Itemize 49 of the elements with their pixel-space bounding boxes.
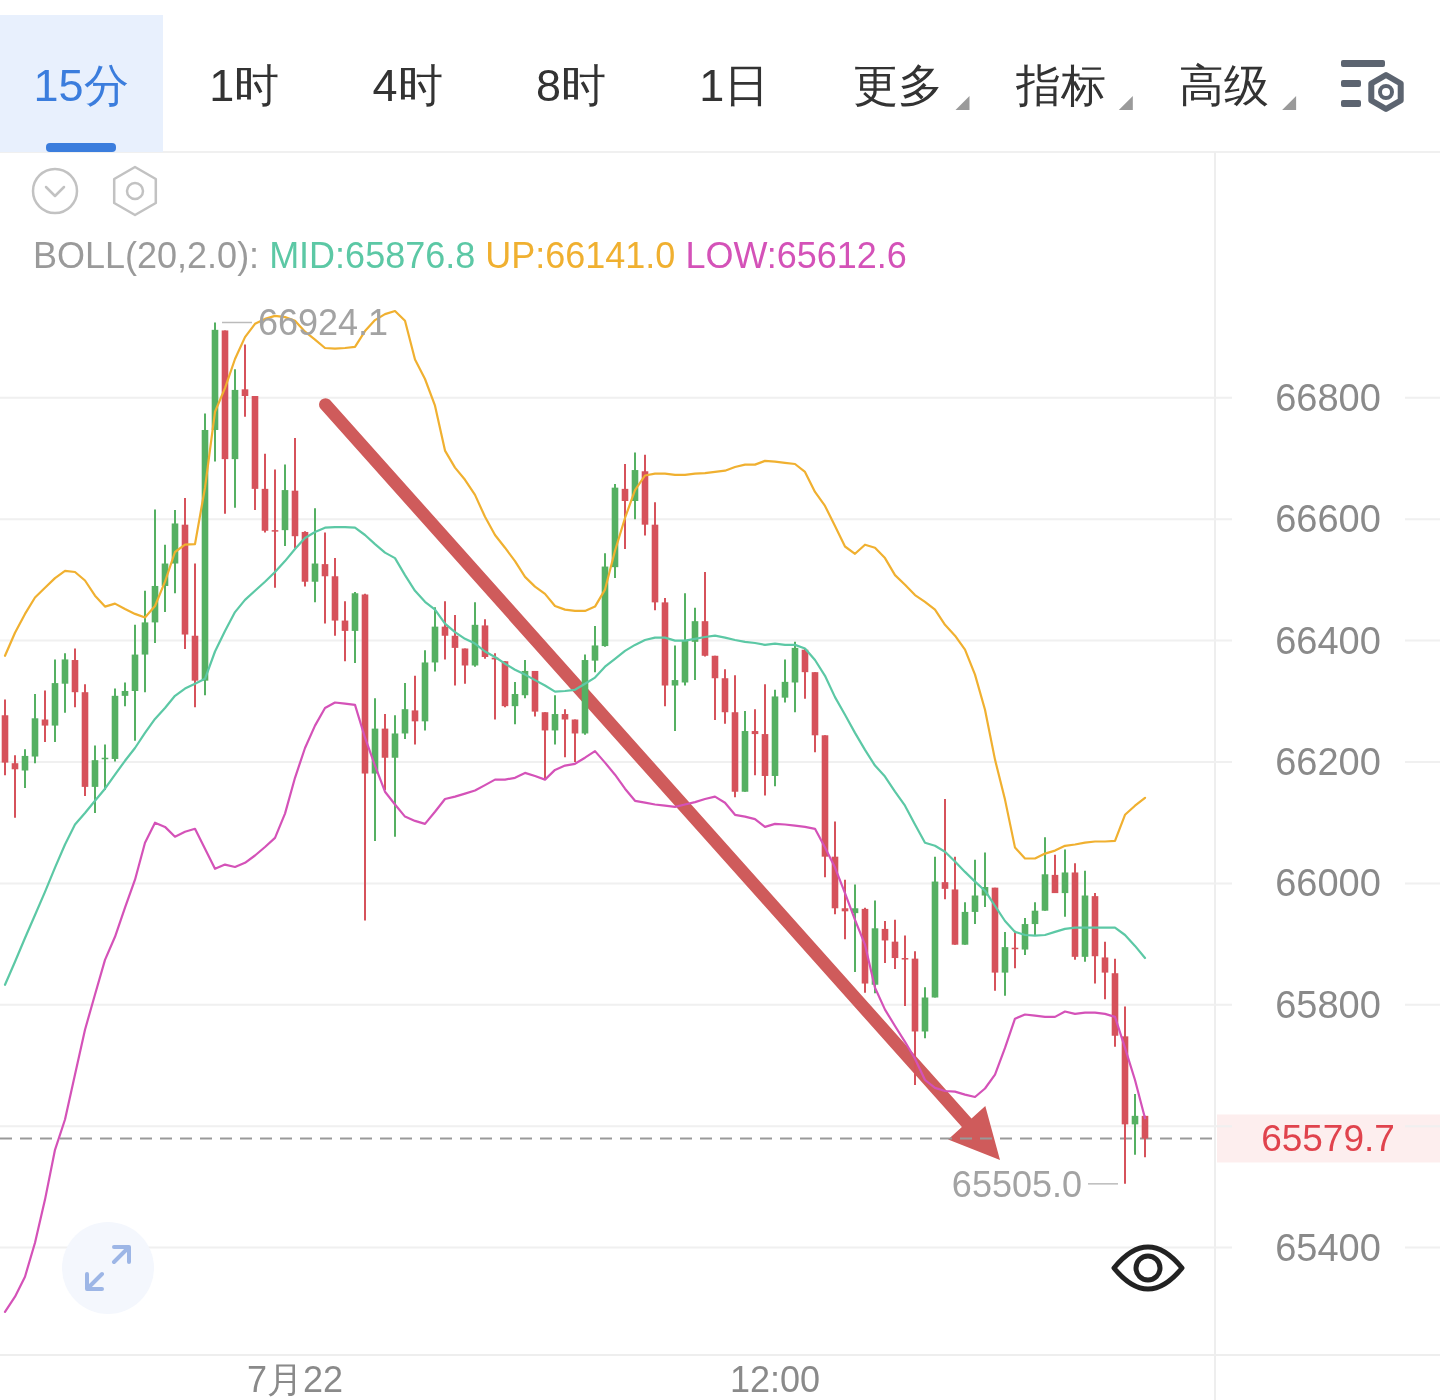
candlestick [451, 614, 459, 687]
y-tick-label: 66400 [1275, 619, 1381, 662]
y-tick-label: 66600 [1275, 498, 1381, 541]
candlestick [241, 343, 249, 418]
candlestick [751, 708, 759, 777]
text: 指标 [1014, 60, 1106, 111]
price-tag: 65579.7 [1217, 1114, 1440, 1163]
candlestick [561, 708, 569, 759]
candlestick [511, 680, 519, 726]
candlestick [1061, 848, 1069, 918]
candlestick [591, 625, 599, 674]
y-tick-label: 66200 [1275, 741, 1381, 783]
x-tick-label: 7月22 [246, 1359, 344, 1400]
candlestick [461, 647, 469, 685]
candlestick [541, 711, 549, 781]
candlestick [321, 531, 329, 625]
line-series [3, 309, 1147, 860]
candlestick [311, 507, 319, 604]
y-tick-label: 65800 [1275, 983, 1381, 1026]
y-tick-label: 66000 [1275, 862, 1381, 905]
candlestick [411, 674, 419, 746]
candlestick [941, 798, 949, 901]
candlestick [121, 681, 129, 708]
candlestick [441, 600, 449, 661]
candlestick [621, 462, 629, 550]
candlestick [901, 934, 909, 1007]
text: 1时 [209, 60, 280, 111]
candlestick [1101, 940, 1109, 1001]
annotation: 65505.0 [951, 1163, 1082, 1205]
candlestick [1051, 853, 1059, 895]
y-tick-label: 66800 [1275, 376, 1381, 419]
line-series [3, 701, 1147, 1313]
text: 4时 [372, 60, 443, 111]
candlestick [41, 689, 49, 743]
candlestick [841, 878, 849, 941]
candlestick [781, 658, 789, 704]
candlestick [671, 644, 679, 733]
text: 高级 [1179, 60, 1270, 111]
legend: BOLL(20,2.0): MID:65876.8 UP:66141.0 LOW:65612.6 [33, 235, 907, 276]
y-tick-label: 65400 [1275, 1226, 1381, 1269]
line-series [3, 526, 1147, 986]
text: 1日 [699, 60, 770, 111]
y-tick-label: 65579.7 [1261, 1118, 1395, 1160]
candlestick [271, 468, 279, 589]
x-tick-label: 12:00 [729, 1359, 821, 1400]
candlestick [11, 754, 19, 819]
text: 8时 [535, 60, 606, 111]
text: 15分 [33, 60, 129, 111]
text: 更多 [852, 60, 943, 111]
